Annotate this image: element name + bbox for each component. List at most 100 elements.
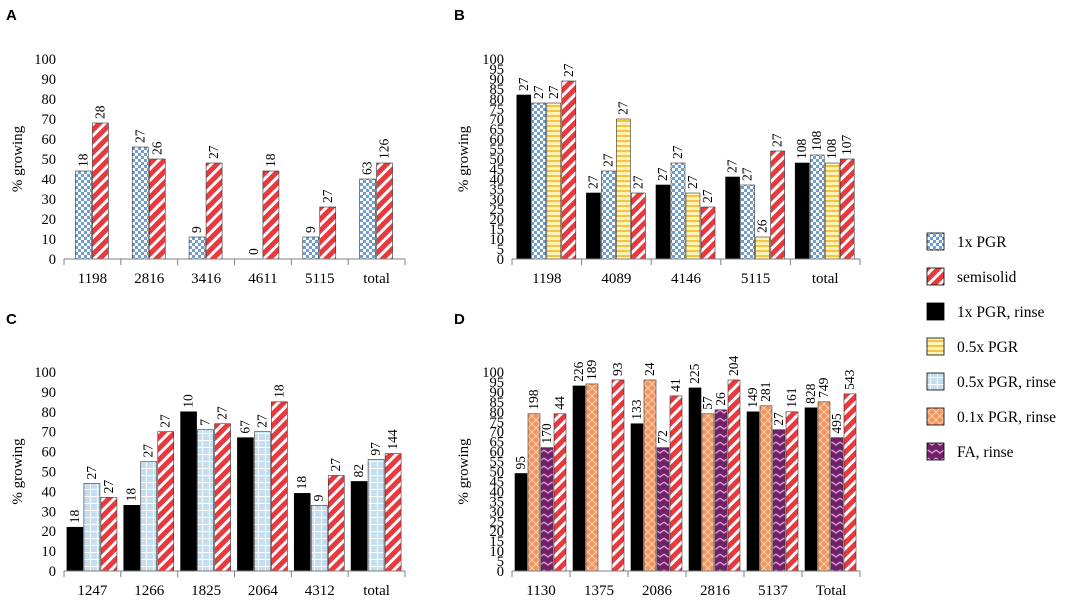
bar-1x-pgr-rinse (516, 94, 532, 260)
bar-data-label: 18 (271, 384, 286, 398)
y-tick-label: 0 (497, 564, 504, 580)
x-category-label: 4611 (248, 271, 277, 287)
y-tick-label: 80 (490, 92, 505, 108)
y-tick-label: 30 (490, 192, 505, 208)
bar-data-label: 27 (630, 175, 645, 189)
bar-1x-pgr-rinse (655, 184, 671, 260)
y-tick-label: 90 (42, 72, 57, 88)
y-tick-label: 65 (490, 435, 505, 451)
y-tick-label: 100 (482, 52, 504, 68)
bar-data-label: 18 (294, 476, 309, 490)
bar-1x-pgr (188, 236, 206, 260)
y-tick-label: 90 (490, 385, 505, 401)
x-category-label: 1266 (134, 583, 165, 599)
bar-semisolid (561, 80, 577, 260)
legend-swatch-fa-rinse (926, 442, 945, 461)
bar-data-label: 67 (237, 420, 252, 434)
bar-semisolid (327, 475, 345, 572)
bar-semisolid (611, 379, 625, 572)
bar-data-label: 97 (368, 442, 383, 456)
bar-data-label: 63 (360, 161, 375, 175)
panel-d: D051015202530354045505560657075808590951… (454, 311, 861, 599)
bar-1x-pgr-rinse (293, 493, 311, 572)
bar-semisolid (157, 431, 175, 572)
y-tick-label: 95 (490, 375, 505, 391)
bar-data-label: 27 (655, 167, 670, 181)
bar-data-label: 27 (770, 133, 785, 147)
bar-fa-rinse (714, 409, 728, 572)
y-tick-label: 65 (490, 122, 505, 138)
x-category-label: 1198 (532, 271, 561, 287)
bar-data-label: 107 (839, 135, 854, 156)
bar-semisolid (100, 497, 118, 572)
bar-0-1x-pgr-rinse (643, 379, 657, 572)
bar-data-label: 93 (610, 362, 625, 376)
bar-data-label: 57 (700, 396, 715, 410)
bar-semisolid (214, 423, 231, 572)
bar-1x-pgr (601, 170, 616, 260)
bar-data-label: 18 (124, 488, 139, 502)
bar-data-label: 28 (92, 105, 107, 119)
bar-data-label: 281 (758, 382, 773, 402)
y-tick-label: 50 (42, 465, 57, 481)
bar-1x-pgr-rinse (572, 385, 586, 572)
bar-semisolid (843, 393, 857, 572)
legend-label: 0.5x PGR (957, 339, 1019, 356)
bar-data-label: 27 (84, 466, 99, 480)
x-category-label: 2816 (134, 271, 165, 287)
y-tick-label: 15 (490, 222, 505, 238)
bar-data-label: 749 (816, 377, 831, 398)
x-category-label: total (812, 271, 839, 287)
y-tick-label: 100 (482, 365, 504, 381)
bar-data-label: 41 (668, 378, 683, 392)
bar-data-label: 7 (198, 419, 213, 426)
panel-label: C (6, 311, 17, 328)
y-tick-label: 80 (490, 405, 505, 421)
bar-1x-pgr (740, 184, 755, 260)
x-category-label: 1375 (584, 583, 614, 599)
bar-semisolid (785, 411, 799, 572)
y-tick-label: 25 (490, 514, 505, 530)
bar-data-label: 27 (740, 167, 755, 181)
x-category-label: total (363, 583, 390, 599)
bar-data-label: 828 (803, 383, 818, 404)
bar-0-5x-pgr-rinse (310, 505, 328, 572)
bar-semisolid (262, 170, 280, 260)
y-tick-label: 0 (49, 252, 56, 268)
y-tick-label: 5 (497, 242, 504, 258)
x-category-label: 3416 (191, 271, 222, 287)
y-tick-label: 50 (42, 152, 57, 168)
bar-data-label: 82 (351, 464, 366, 478)
bar-semisolid (770, 150, 785, 260)
y-tick-label: 35 (490, 182, 505, 198)
bar-data-label: 27 (700, 189, 715, 203)
legend-swatch-semisolid (926, 267, 945, 286)
x-category-label: 1130 (526, 583, 555, 599)
bar-1x-pgr (75, 170, 92, 260)
bar-fa-rinse (772, 429, 786, 572)
y-tick-label: 60 (42, 132, 57, 148)
bar-1x-pgr (131, 146, 149, 260)
x-category-label: 2086 (642, 583, 673, 599)
bar-data-label: 27 (725, 159, 740, 173)
y-tick-label: 55 (490, 455, 505, 471)
bar-0-5x-pgr-rinse (367, 459, 385, 572)
y-axis-label: % growing (10, 125, 26, 192)
y-tick-label: 70 (42, 425, 57, 441)
bar-1x-pgr (302, 236, 320, 260)
bar-1x-pgr-rinse (586, 192, 601, 260)
bar-data-label: 24 (642, 362, 657, 376)
y-tick-label: 50 (490, 152, 505, 168)
bar-0-5x-pgr (824, 162, 840, 260)
bar-data-label: 27 (320, 189, 335, 203)
legend-swatch-0-5x-pgr-rinse (926, 372, 945, 391)
x-category-label: 5137 (758, 583, 789, 599)
y-tick-label: 40 (490, 484, 505, 500)
y-tick-label: 85 (490, 395, 505, 411)
bar-semisolid (700, 206, 716, 260)
bar-data-label: 543 (842, 369, 857, 390)
bar-data-label: 27 (206, 145, 221, 159)
bar-1x-pgr-rinse (514, 473, 528, 572)
